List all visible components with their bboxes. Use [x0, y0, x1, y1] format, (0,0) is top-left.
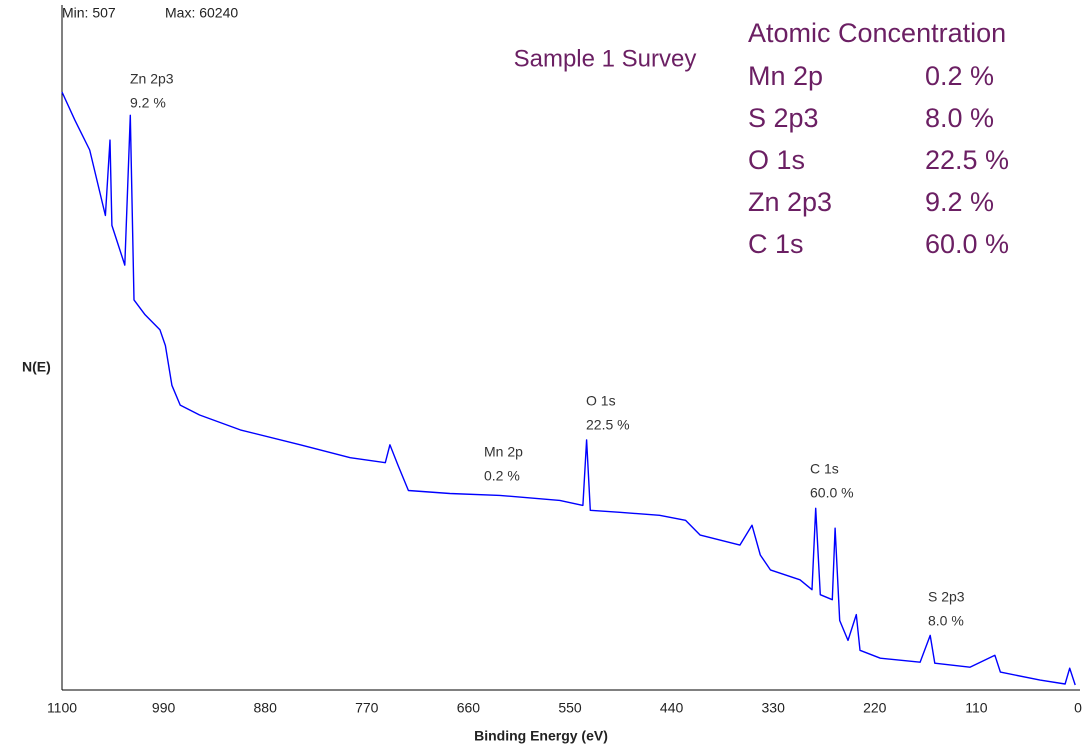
- table-element: Mn 2p: [748, 61, 823, 91]
- peak-percent: 22.5 %: [586, 417, 630, 433]
- table-percent: 60.0 %: [925, 229, 1009, 259]
- table-title: Atomic Concentration: [748, 18, 1006, 48]
- peak-percent: 9.2 %: [130, 95, 166, 111]
- x-tick-label: 1100: [47, 700, 77, 716]
- table-percent: 8.0 %: [925, 103, 994, 133]
- peak-name: Zn 2p3: [130, 71, 174, 87]
- x-tick-label: 220: [863, 700, 887, 716]
- max-label: Max: 60240: [165, 5, 238, 21]
- peak-name: Mn 2p: [484, 444, 523, 460]
- peak-percent: 0.2 %: [484, 468, 520, 484]
- y-axis-label: N(E): [22, 359, 51, 375]
- peak-percent: 60.0 %: [810, 485, 854, 501]
- x-tick-label: 440: [660, 700, 684, 716]
- chart-title: Sample 1 Survey: [514, 45, 697, 72]
- peak-name: C 1s: [810, 461, 839, 477]
- x-tick-label: 880: [254, 700, 278, 716]
- table-element: Zn 2p3: [748, 187, 832, 217]
- x-tick-label: 550: [558, 700, 582, 716]
- table-percent: 9.2 %: [925, 187, 994, 217]
- peak-percent: 8.0 %: [928, 613, 964, 629]
- peak-name: S 2p3: [928, 589, 965, 605]
- peak-name: O 1s: [586, 393, 616, 409]
- table-percent: 0.2 %: [925, 61, 994, 91]
- spectrum-line: [61, 91, 1076, 686]
- x-tick-label: 660: [457, 700, 481, 716]
- x-tick-label: 0: [1074, 700, 1082, 716]
- x-tick-label: 110: [965, 700, 988, 716]
- table-element: C 1s: [748, 229, 804, 259]
- min-label: Min: 507: [62, 5, 116, 21]
- x-tick-label: 770: [355, 700, 379, 716]
- x-tick-label: 990: [152, 700, 176, 716]
- x-tick-label: 330: [762, 700, 786, 716]
- table-percent: 22.5 %: [925, 145, 1009, 175]
- table-element: O 1s: [748, 145, 805, 175]
- x-axis-label: Binding Energy (eV): [474, 728, 608, 744]
- table-element: S 2p3: [748, 103, 819, 133]
